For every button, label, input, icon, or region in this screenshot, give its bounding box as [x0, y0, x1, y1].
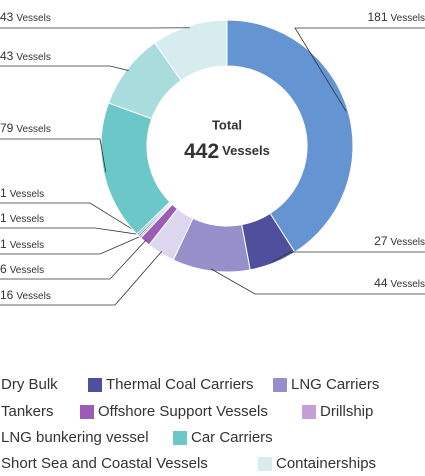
- leader-line: [0, 239, 147, 280]
- legend-label: Containerships: [276, 455, 376, 472]
- legend-label: Tankers: [1, 403, 54, 420]
- data-label-unit: Vessels: [10, 265, 44, 276]
- legend-label: Thermal Coal Carriers: [106, 376, 254, 393]
- total-label: Total: [212, 117, 242, 132]
- data-label: 43 Vessels: [0, 10, 51, 24]
- data-label-unit: Vessels: [10, 214, 44, 225]
- legend-label: Dry Bulk: [1, 376, 58, 393]
- data-label: 79 Vessels: [0, 121, 51, 135]
- data-label-value: 43: [0, 10, 14, 24]
- leader-line: [210, 268, 425, 295]
- legend-swatch: [273, 378, 287, 392]
- data-label: 43 Vessels: [0, 49, 51, 63]
- legend-swatch: [88, 378, 102, 392]
- data-label-value: 27: [374, 234, 388, 248]
- data-label: 1 Vessels: [0, 186, 44, 200]
- donut-segment: [226, 19, 354, 253]
- data-label-value: 1: [0, 237, 7, 251]
- data-label-value: 44: [374, 276, 388, 290]
- data-label-unit: Vessels: [16, 124, 50, 135]
- legend-label: LNG bunkering vessel: [1, 429, 149, 446]
- data-label: 181 Vessels: [368, 10, 425, 24]
- data-label-unit: Vessels: [391, 13, 425, 24]
- leader-line: [0, 138, 107, 173]
- legend-swatch: [258, 457, 272, 471]
- leader-line: [0, 227, 141, 236]
- data-label: 16 Vessels: [0, 288, 51, 302]
- legend-swatch: [173, 431, 187, 445]
- data-label: 44 Vessels: [374, 276, 425, 290]
- total-value: 442: [184, 140, 219, 163]
- data-label-value: 16: [0, 288, 14, 302]
- data-label-value: 6: [0, 262, 7, 276]
- total-unit: Vessels: [222, 143, 270, 158]
- leader-line: [0, 251, 163, 306]
- leader-line: [294, 27, 425, 112]
- data-label-unit: Vessels: [10, 189, 44, 200]
- legend-swatch: [302, 405, 316, 419]
- leader-line: [0, 202, 140, 234]
- data-label: 1 Vessels: [0, 237, 44, 251]
- data-label-unit: Vessels: [16, 52, 50, 63]
- legend-label: Short Sea and Coastal Vessels: [1, 455, 208, 472]
- data-label-unit: Vessels: [16, 13, 50, 24]
- data-label: 27 Vessels: [374, 234, 425, 248]
- legend-swatch: [80, 405, 94, 419]
- legend-label: Offshore Support Vessels: [98, 403, 268, 420]
- donut-segment: [153, 19, 228, 82]
- legend-label: LNG Carriers: [291, 376, 379, 393]
- data-label-value: 1: [0, 211, 7, 225]
- leader-line: [272, 251, 425, 262]
- data-label-value: 79: [0, 121, 14, 135]
- total: 442 Vessels: [184, 140, 270, 163]
- data-label: 1 Vessels: [0, 211, 44, 225]
- data-label-value: 181: [368, 10, 388, 24]
- legend-label: Drillship: [320, 403, 373, 420]
- data-label-unit: Vessels: [391, 237, 425, 248]
- data-label-value: 1: [0, 186, 7, 200]
- data-label-value: 43: [0, 49, 14, 63]
- data-label-unit: Vessels: [16, 291, 50, 302]
- data-label: 6 Vessels: [0, 262, 44, 276]
- data-label-unit: Vessels: [391, 279, 425, 290]
- legend-label: Car Carriers: [191, 429, 273, 446]
- leader-line: [0, 235, 142, 255]
- leader-line: [0, 65, 129, 71]
- data-label-unit: Vessels: [10, 240, 44, 251]
